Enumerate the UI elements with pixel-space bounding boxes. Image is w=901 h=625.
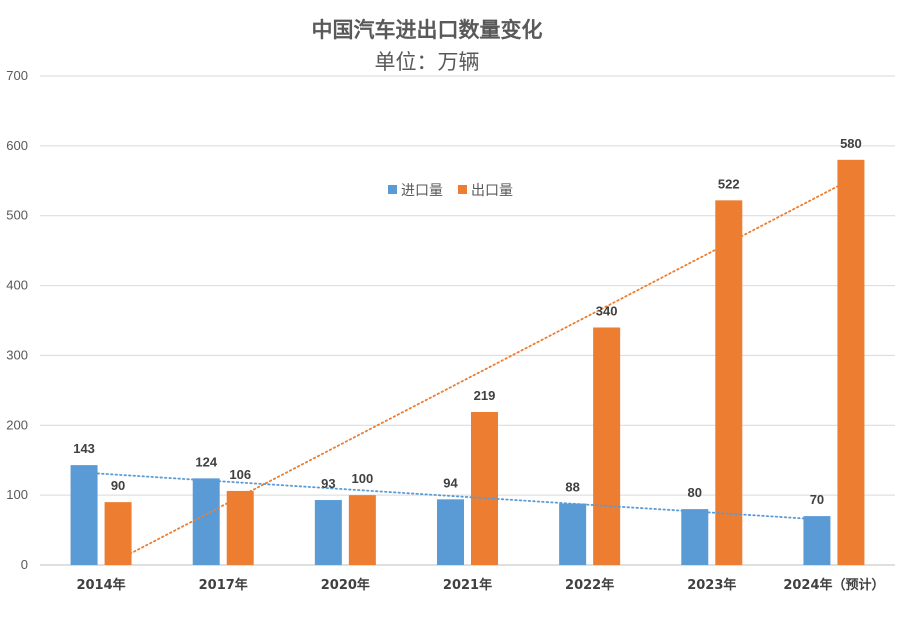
chart-subtitle: 单位：万辆 bbox=[375, 50, 480, 74]
data-labels: 143 90 124 106 93 100 94 219 88 340 80 522 70 580 bbox=[73, 136, 862, 507]
y-tick-label: 200 bbox=[6, 417, 28, 432]
data-label: 124 bbox=[195, 454, 217, 469]
bar-export bbox=[471, 412, 498, 565]
y-tick-label: 700 bbox=[6, 68, 28, 83]
data-label: 70 bbox=[810, 492, 824, 507]
bar-export bbox=[226, 490, 254, 565]
legend: 进口量 出口量 bbox=[388, 183, 513, 199]
x-tick-label: 2014年 bbox=[76, 577, 125, 593]
bar-export bbox=[837, 159, 865, 566]
y-tick-label: 100 bbox=[6, 487, 28, 502]
bar-import bbox=[70, 465, 98, 565]
trendline-import bbox=[83, 471, 818, 521]
legend-swatch bbox=[388, 185, 397, 194]
gridlines bbox=[40, 75, 895, 566]
data-label: 93 bbox=[321, 476, 335, 491]
data-label: 340 bbox=[596, 303, 618, 318]
bar-export bbox=[715, 200, 743, 566]
legend-label: 出口量 bbox=[471, 183, 513, 199]
legend-swatch bbox=[458, 185, 467, 194]
bar-import bbox=[559, 503, 587, 565]
data-label: 522 bbox=[718, 176, 740, 191]
bar-import bbox=[437, 499, 464, 565]
bar-import bbox=[192, 478, 220, 565]
bar-import bbox=[314, 500, 342, 565]
trendline-export bbox=[117, 178, 852, 561]
bars bbox=[70, 159, 865, 566]
data-label: 100 bbox=[352, 471, 374, 486]
y-tick-label: 500 bbox=[6, 208, 28, 223]
y-tick-label: 300 bbox=[6, 347, 28, 362]
data-label: 580 bbox=[840, 136, 862, 151]
trendlines bbox=[83, 178, 852, 561]
data-label: 143 bbox=[73, 441, 95, 456]
bar-import bbox=[803, 516, 831, 565]
data-label: 88 bbox=[565, 480, 579, 495]
bar-import bbox=[681, 509, 709, 565]
data-label: 219 bbox=[474, 388, 496, 403]
bar-export bbox=[348, 495, 376, 565]
chart-title: 中国汽车进出口数量变化 bbox=[312, 18, 543, 42]
x-tick-label: 2017年 bbox=[199, 577, 248, 593]
x-tick-label: 2020年 bbox=[321, 577, 370, 593]
bar-export bbox=[593, 327, 621, 565]
x-axis-ticks: 2014年 2017年 2020年 2021年 2022年 2023年 2024年（预计） bbox=[76, 577, 884, 593]
x-tick-label: 2023年 bbox=[687, 577, 736, 593]
y-tick-label: 0 bbox=[21, 557, 28, 572]
x-tick-label: 2024年（预计） bbox=[783, 577, 884, 593]
data-label: 90 bbox=[111, 478, 125, 493]
x-tick-label: 2021年 bbox=[443, 577, 492, 593]
y-axis-ticks: 0 100 200 300 400 500 600 700 bbox=[6, 68, 28, 572]
y-tick-label: 600 bbox=[6, 138, 28, 153]
data-label: 94 bbox=[443, 475, 458, 490]
x-tick-label: 2022年 bbox=[565, 577, 614, 593]
legend-label: 进口量 bbox=[401, 183, 443, 199]
data-label: 80 bbox=[688, 485, 702, 500]
data-label: 106 bbox=[229, 467, 251, 482]
y-tick-label: 400 bbox=[6, 278, 28, 293]
